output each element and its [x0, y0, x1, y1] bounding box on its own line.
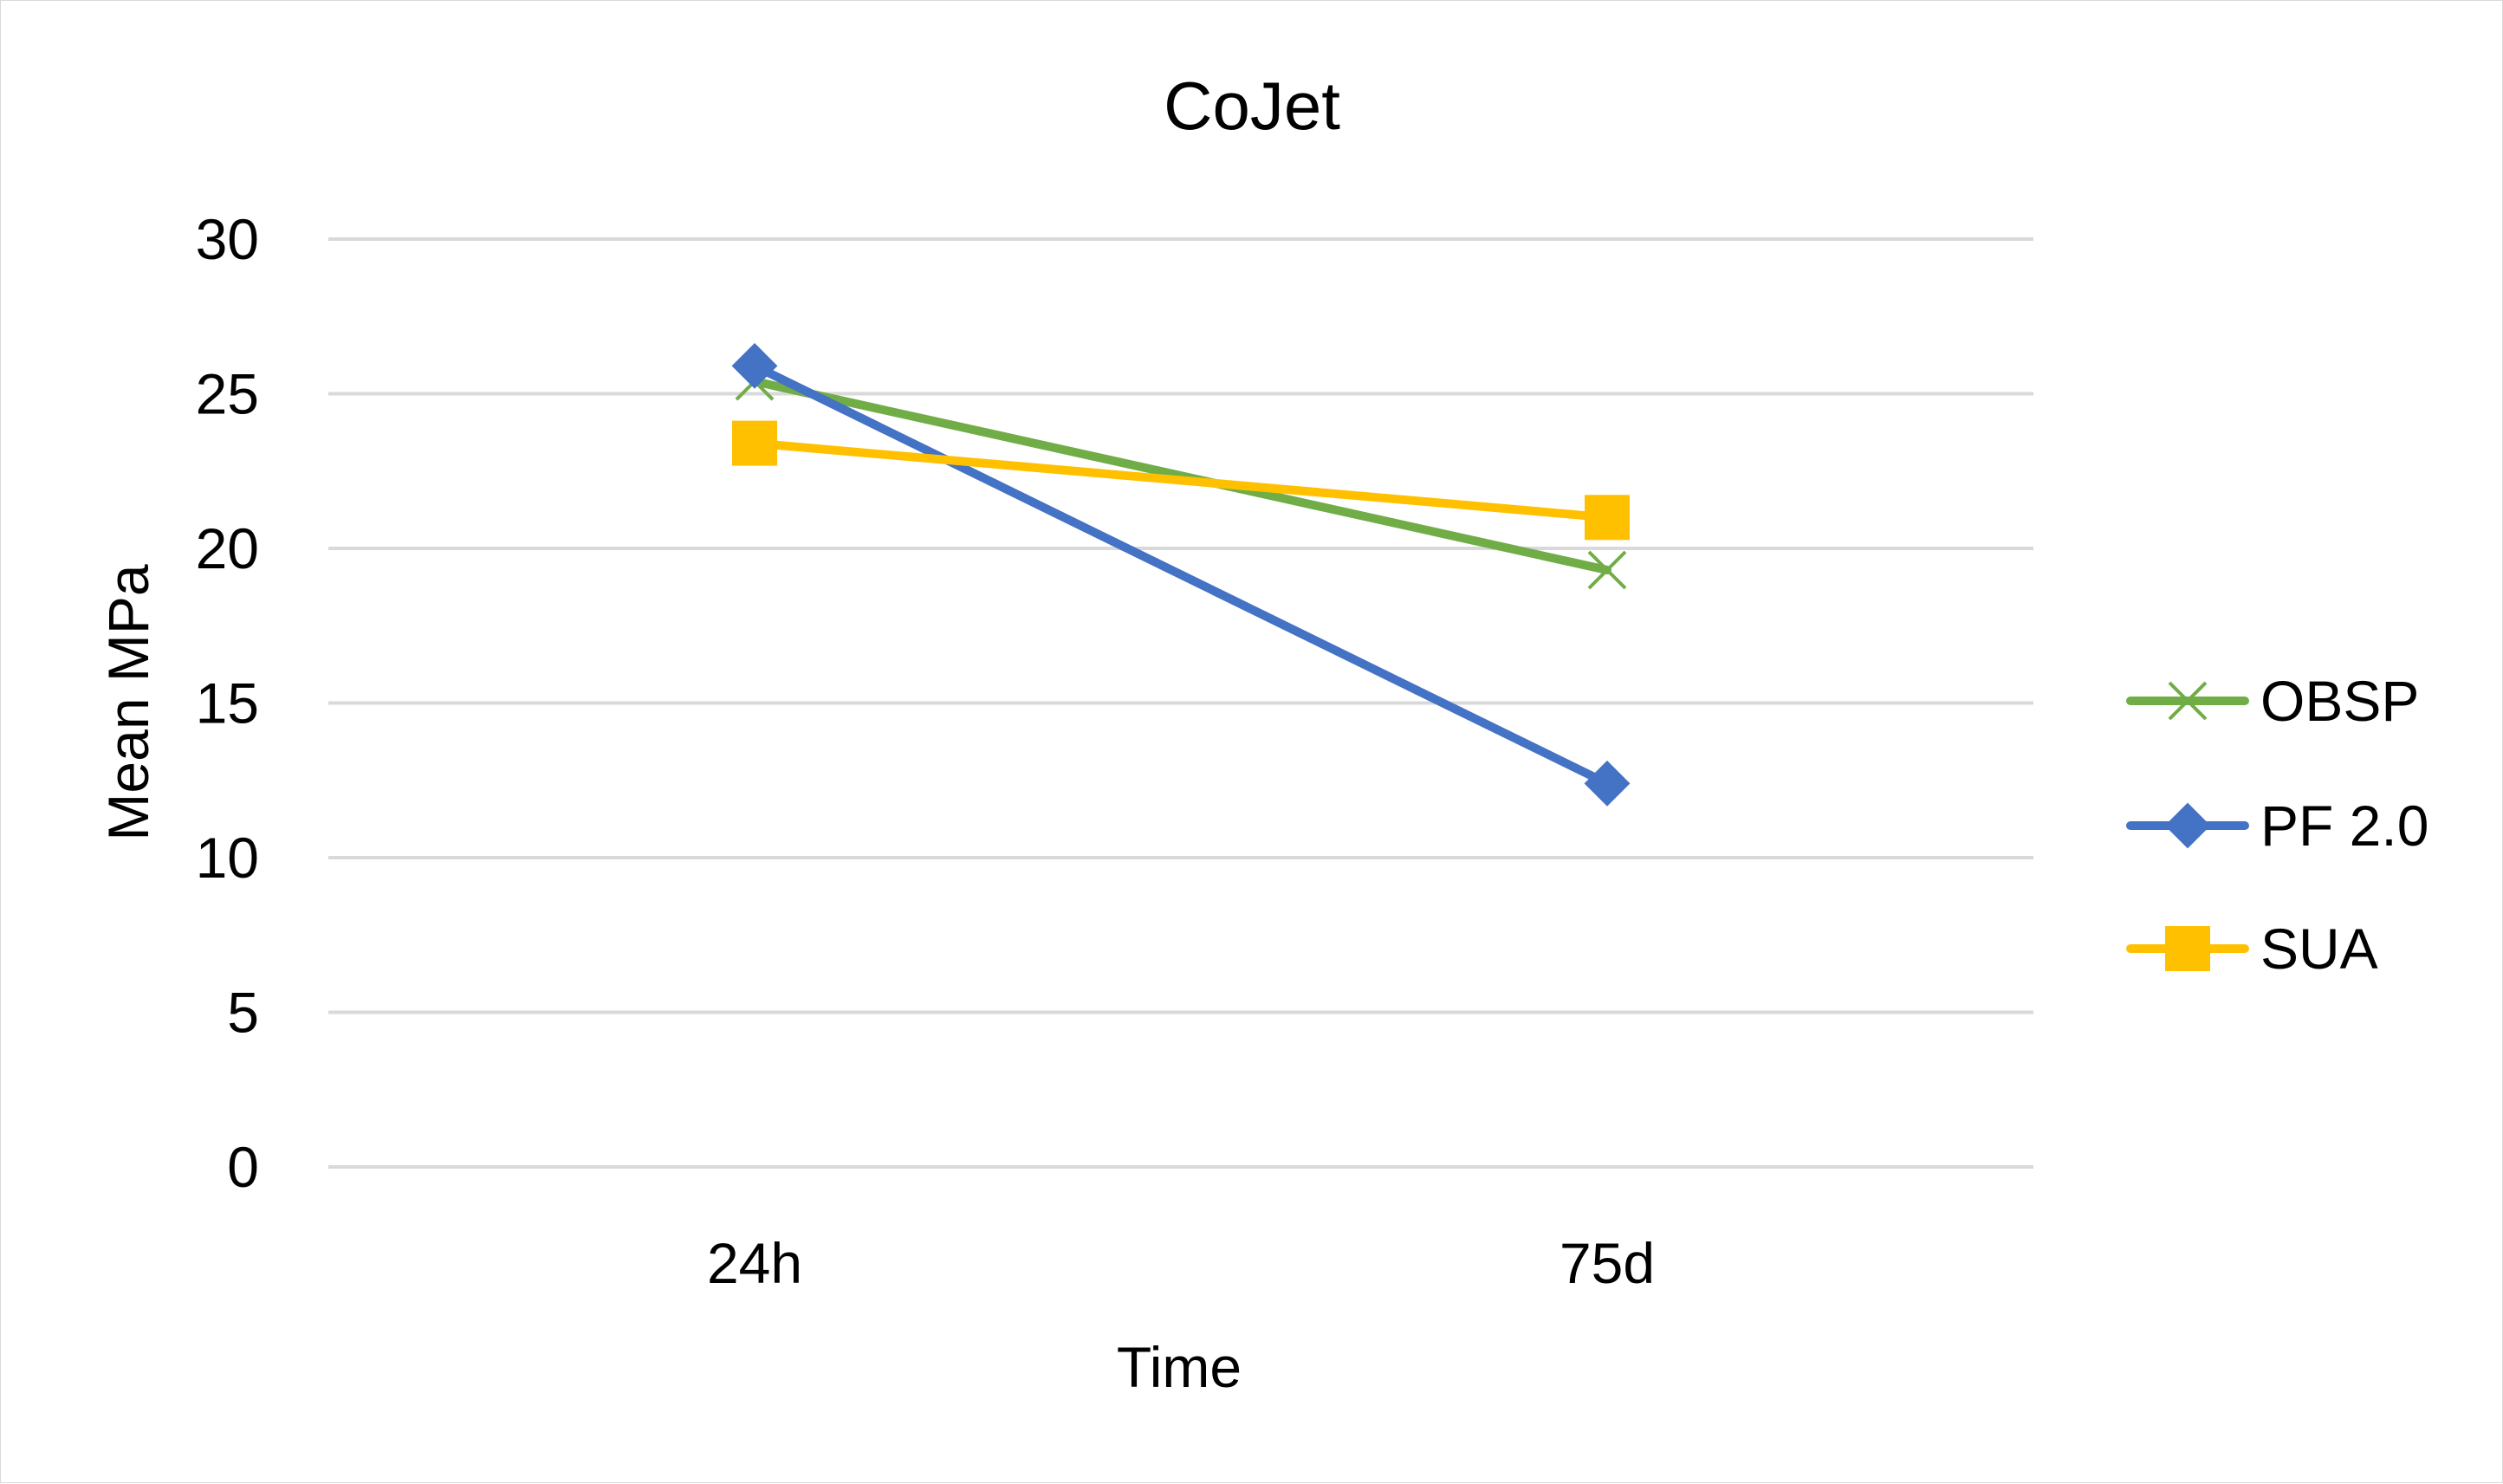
- series-lines: [731, 342, 1631, 807]
- y-tick-label: 20: [196, 516, 259, 580]
- legend: OBSP PF 2.0 SUA: [2126, 669, 2428, 981]
- x-axis-title: Time: [1117, 1335, 1242, 1399]
- data-point-pf-2-0: [1584, 760, 1631, 807]
- y-axis-ticks: 0 5 10 15 20 25 30: [196, 207, 259, 1199]
- legend-marker: [2165, 926, 2210, 971]
- legend-label: PF 2.0: [2260, 794, 2428, 858]
- x-tick-label: 75d: [1560, 1231, 1655, 1295]
- gridlines: [328, 237, 2033, 1169]
- y-axis-title: Mean MPa: [96, 564, 160, 840]
- series-obsp: [735, 361, 1627, 590]
- data-point-obsp-stroke: [1587, 550, 1627, 590]
- y-tick-label: 0: [227, 1135, 259, 1199]
- legend-label: SUA: [2260, 917, 2378, 981]
- legend-marker: [2168, 681, 2208, 721]
- y-tick-label: 25: [196, 362, 259, 426]
- y-tick-label: 10: [196, 826, 259, 890]
- data-point-sua: [732, 420, 777, 466]
- series-pf-2-0: [731, 342, 1631, 807]
- data-point-obsp: [1587, 550, 1627, 590]
- legend-item-obsp: OBSP: [2126, 669, 2419, 733]
- y-tick-label: 5: [227, 981, 259, 1045]
- series-line-obsp: [750, 377, 1611, 574]
- legend-item-pf-2-0: PF 2.0: [2126, 794, 2428, 858]
- series-line-pf-2-0: [750, 361, 1611, 788]
- series-line-sua: [750, 438, 1611, 522]
- legend-marker-stroke: [2168, 681, 2208, 721]
- x-axis-ticks: 24h 75d: [707, 1231, 1655, 1295]
- y-tick-label: 30: [196, 207, 259, 271]
- chart-title: CoJet: [1164, 68, 1340, 144]
- legend-label: OBSP: [2260, 669, 2419, 733]
- data-point-sua: [1585, 495, 1630, 541]
- x-tick-label: 24h: [707, 1231, 802, 1295]
- y-tick-label: 15: [196, 671, 259, 736]
- data-point-pf-2-0: [731, 342, 778, 389]
- series-sua: [732, 420, 1630, 541]
- legend-item-sua: SUA: [2126, 917, 2378, 981]
- legend-marker: [2164, 802, 2211, 849]
